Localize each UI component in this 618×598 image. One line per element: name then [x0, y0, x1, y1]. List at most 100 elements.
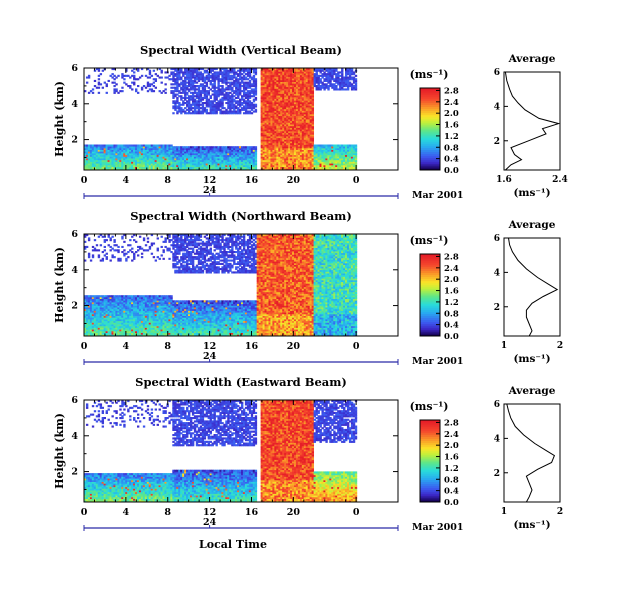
heatmap-cell — [104, 249, 106, 251]
colorbar-tick-label: 2.4 — [444, 98, 459, 108]
y-tick-label: 6 — [71, 63, 78, 74]
average-profile-line — [505, 72, 558, 170]
heatmap-cell — [129, 85, 131, 87]
x-tick-label: 0 — [353, 175, 360, 186]
heatmap-cell — [94, 239, 96, 241]
heatmap-cell — [161, 70, 163, 72]
heatmap-cell — [221, 85, 223, 87]
heatmap-cell — [115, 83, 117, 85]
average-y-tick-label: 6 — [494, 68, 500, 78]
date-day-label: 24 — [203, 185, 217, 196]
heatmap-cell — [135, 88, 137, 90]
y-axis-label: Height (km) — [53, 81, 66, 157]
average-x-tick-label: 2.4 — [552, 175, 568, 185]
heatmap-cell — [255, 104, 257, 106]
heatmap-cell — [121, 87, 123, 89]
heatmap-cell — [164, 92, 166, 94]
heatmap-cell — [100, 83, 102, 85]
heatmap-cell — [164, 83, 166, 85]
y-tick-label: 2 — [71, 135, 78, 146]
heatmap-cell — [161, 82, 163, 84]
heatmap-cell — [115, 88, 117, 90]
heatmap-cell — [117, 75, 119, 77]
average-x-unit: (ms⁻¹) — [513, 187, 550, 199]
panel-0: Spectral Width (Vertical Beam)0 4 8 12 16 20 0… — [53, 43, 568, 201]
heatmap-cell — [155, 78, 157, 80]
heatmap-cell — [92, 254, 94, 256]
heatmap — [84, 68, 357, 170]
colorbar-tick-label: 2.0 — [444, 109, 459, 119]
colorbar-tick-label: 0.4 — [444, 155, 459, 165]
heatmap-cell — [92, 92, 94, 94]
heatmap-cell — [98, 254, 100, 256]
heatmap-cell — [102, 258, 104, 260]
heatmap-cell — [133, 75, 135, 77]
heatmap-cell — [106, 92, 108, 94]
colorbar-tick-label: 0.8 — [444, 143, 459, 153]
heatmap-cell — [151, 75, 153, 77]
heatmap — [84, 234, 357, 336]
heatmap-cell — [106, 239, 108, 241]
heatmap-cell — [131, 88, 133, 90]
heatmap-cell — [92, 88, 94, 90]
heatmap-cell — [88, 237, 90, 239]
heatmap-cell — [133, 82, 135, 84]
y-tick-label: 4 — [71, 99, 78, 110]
date-label: Mar 2001 — [412, 190, 463, 201]
heatmap-cell — [355, 145, 357, 147]
heatmap-cell — [255, 78, 257, 80]
heatmap-cell — [104, 246, 106, 248]
colorbar-tick-label: 1.6 — [444, 121, 459, 131]
panel-title: Spectral Width (Northward Beam) — [130, 209, 352, 223]
colorbar-tick-label: 2.8 — [444, 86, 459, 96]
average-x-tick-label: 1.6 — [496, 175, 512, 185]
heatmap-cell — [255, 109, 257, 111]
heatmap-cell — [161, 77, 163, 79]
heatmap-cell — [153, 90, 155, 92]
x-tick-label: 0 — [81, 175, 88, 186]
colorbar-unit: (ms⁻¹) — [410, 68, 449, 81]
heatmap-cell — [98, 87, 100, 89]
heatmap-cell — [149, 70, 151, 72]
heatmap-cell — [155, 87, 157, 89]
heatmap-cell — [94, 80, 96, 82]
heatmap-cell — [172, 112, 174, 114]
heatmap-cell — [153, 70, 155, 72]
heatmap-cell — [206, 109, 208, 111]
heatmap-cell — [100, 73, 102, 75]
heatmap-cell — [141, 75, 143, 77]
heatmap-cell — [106, 253, 108, 255]
heatmap-cell — [90, 260, 92, 262]
heatmap-cell — [255, 97, 257, 99]
heatmap-cell — [86, 246, 88, 248]
colorbar-tick-label: 1.2 — [444, 132, 459, 142]
heatmap-cell — [355, 75, 357, 77]
heatmap-cell — [88, 253, 90, 255]
colorbar-tick-label: 0.0 — [444, 166, 459, 176]
average-y-tick-label: 2 — [494, 137, 500, 147]
heatmap-cell — [355, 78, 357, 80]
panel-1: Spectral Width (Northward Beam)0 4 8 12 16 20… — [53, 209, 563, 367]
average-title: Average — [508, 53, 556, 65]
heatmap-cell — [106, 256, 108, 258]
heatmap-cell — [98, 92, 100, 94]
heatmap-cell — [108, 80, 110, 82]
heatmap-cell — [96, 244, 98, 246]
x-tick-label: 20 — [287, 175, 301, 186]
x-tick-label: 8 — [164, 175, 171, 186]
average-frame — [504, 72, 560, 170]
heatmap-cell — [255, 146, 257, 148]
heatmap-cell — [133, 71, 135, 73]
heatmap-cell — [121, 90, 123, 92]
heatmap-cell — [100, 244, 102, 246]
heatmap-cell — [106, 83, 108, 85]
heatmap-cell — [164, 88, 166, 90]
heatmap-cell — [137, 92, 139, 94]
heatmap-cell — [123, 78, 125, 80]
heatmap-cell — [98, 78, 100, 80]
average-y-tick-label: 4 — [494, 102, 500, 112]
panel-title: Spectral Width (Vertical Beam) — [140, 43, 342, 57]
heatmap-cell — [98, 249, 100, 251]
heatmap-cell — [88, 75, 90, 77]
